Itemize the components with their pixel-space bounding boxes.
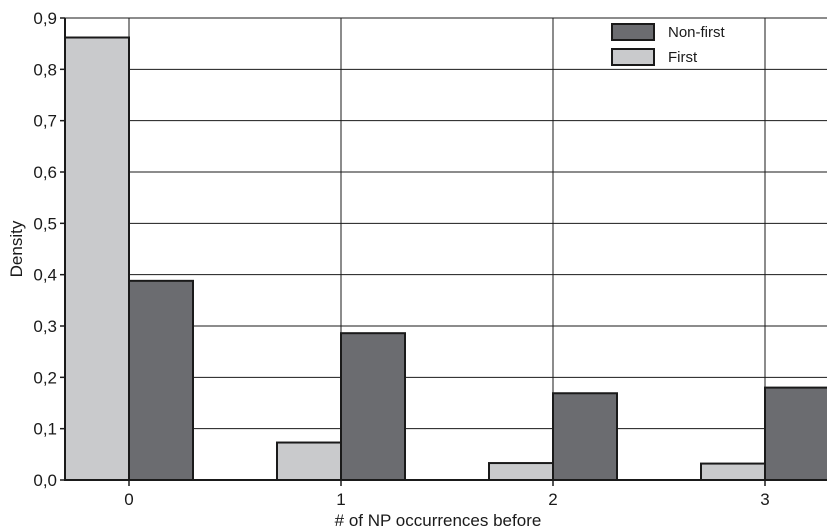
x-axis-title: # of NP occurrences before — [335, 511, 542, 530]
bar-first-3 — [700, 462, 766, 481]
legend-item-non-first: Non-first — [611, 23, 726, 41]
y-tick-label: 0,6 — [33, 163, 57, 182]
y-tick-label: 0,1 — [33, 420, 57, 439]
legend-item-first: First — [611, 48, 698, 66]
y-tick-label: 0,2 — [33, 368, 57, 387]
y-tick-label: 0,9 — [33, 9, 57, 28]
y-tick-label: 0,8 — [33, 60, 57, 79]
bar-first-0 — [64, 36, 130, 482]
y-tick-label: 0,3 — [33, 317, 57, 336]
y-tick-label: 0,0 — [33, 471, 57, 490]
y-tick-label: 0,7 — [33, 112, 57, 131]
bar-non-first-3 — [764, 386, 827, 482]
legend-swatch-non-first — [611, 23, 655, 41]
bar-non-first-2 — [552, 392, 618, 482]
bar-first-2 — [488, 462, 554, 481]
x-tick-label: 1 — [336, 490, 345, 509]
x-tick-label: 3 — [760, 490, 769, 509]
x-tick-label: 2 — [548, 490, 557, 509]
legend-label-first: First — [668, 49, 698, 66]
legend-swatch-first — [611, 48, 655, 66]
y-tick-label: 0,4 — [33, 266, 57, 285]
x-tick-label: 0 — [124, 490, 133, 509]
axes: 0,0 0,1 0,2 0,3 0,4 0,5 0,6 0,7 0,8 0,9 0 1 2 3 — [33, 9, 827, 509]
legend: Non-first First — [611, 23, 726, 66]
bar-non-first-0 — [128, 279, 194, 481]
bars — [64, 36, 827, 482]
bar-first-1 — [276, 441, 342, 482]
bar-non-first-1 — [340, 332, 406, 482]
legend-label-non-first: Non-first — [668, 24, 726, 41]
y-tick-label: 0,5 — [33, 214, 57, 233]
y-axis-title: Density — [7, 220, 26, 277]
